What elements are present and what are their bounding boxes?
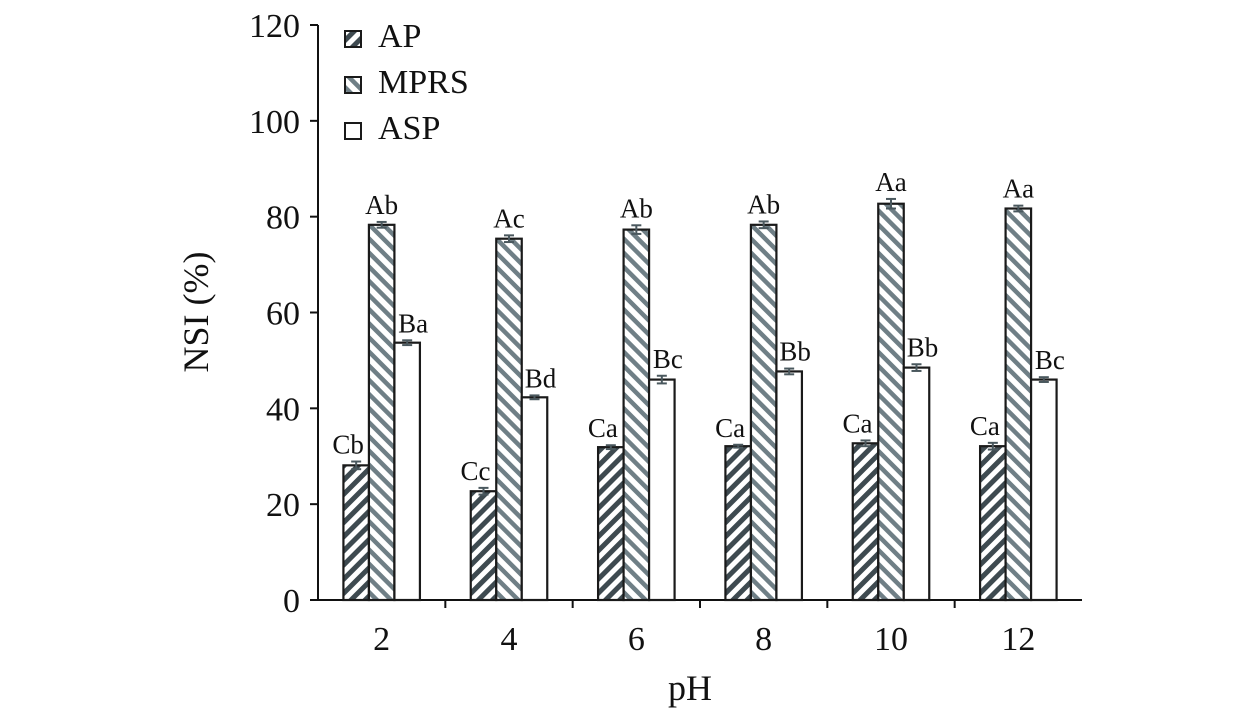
data-label: Bb (779, 337, 811, 367)
bar-asp (775, 370, 804, 602)
data-label: Ac (493, 203, 524, 233)
x-tick-label: 8 (755, 621, 772, 658)
data-label: Cb (332, 430, 364, 460)
bar-ap (978, 445, 1007, 602)
data-label: Bd (525, 363, 557, 393)
legend-label: ASP (378, 110, 440, 147)
y-tick-label: 20 (266, 487, 300, 524)
legend-swatch-asp (344, 122, 362, 140)
y-axis-title: NSI (%) (176, 252, 216, 373)
data-label: Ab (620, 193, 653, 223)
bar-mprs (749, 223, 778, 602)
x-tick-label: 6 (628, 621, 645, 658)
data-label: Ba (398, 308, 428, 338)
x-tick-label: 12 (1001, 621, 1035, 658)
data-label: Bc (1035, 345, 1065, 375)
bar-ap (851, 442, 880, 602)
x-tick-label: 4 (501, 621, 518, 658)
data-label: Ca (970, 411, 1000, 441)
bar-asp (1029, 378, 1058, 602)
bar-mprs (1004, 207, 1033, 602)
data-label: Ab (365, 190, 398, 220)
bar-ap (596, 446, 625, 602)
bar-asp (393, 341, 422, 602)
data-label: Bc (653, 344, 683, 374)
bar-ap (724, 445, 753, 602)
y-tick-label: 40 (266, 391, 300, 428)
x-tick-label: 2 (373, 621, 390, 658)
data-label: Ca (715, 413, 745, 443)
data-label: Ca (843, 408, 873, 438)
bar-mprs (877, 202, 905, 602)
bar-mprs (367, 223, 396, 602)
data-label: Bb (907, 332, 939, 362)
data-label: Ca (588, 413, 618, 443)
x-axis-title: pH (668, 668, 712, 708)
bar-mprs (622, 228, 651, 602)
bar-asp (902, 366, 931, 602)
data-label: Aa (1003, 174, 1034, 204)
bar-ap (469, 490, 498, 602)
y-tick-label: 120 (249, 8, 300, 45)
bar-asp (647, 378, 676, 602)
y-tick-label: 0 (283, 583, 300, 620)
legend-swatch-ap (344, 30, 362, 48)
legend-label: MPRS (378, 64, 469, 101)
data-label: Ab (747, 189, 780, 219)
bar-ap (342, 464, 371, 602)
bar-mprs (495, 237, 523, 602)
y-tick-label: 100 (249, 104, 300, 141)
y-tick-label: 80 (266, 200, 300, 237)
data-label: Aa (875, 167, 906, 197)
legend-label: AP (378, 18, 421, 55)
x-tick-label: 10 (874, 621, 908, 658)
bar-asp (520, 396, 549, 602)
y-tick-label: 60 (266, 296, 300, 333)
data-label: Cc (461, 456, 491, 486)
legend-swatch-mprs (344, 76, 362, 94)
